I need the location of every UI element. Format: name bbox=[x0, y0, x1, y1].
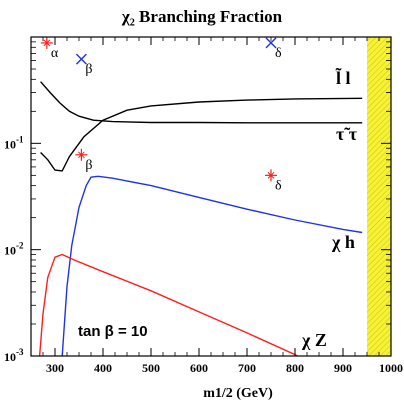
series-line-2 bbox=[61, 175, 363, 356]
x-tick-label-1: 400 bbox=[94, 361, 112, 375]
marker-star-d2 bbox=[78, 151, 85, 159]
plot-area: α β δ β δ l̃ l τ̃ τ χ h χ Z 300 400 500 600 700 800 900… bbox=[4, 36, 403, 375]
series-label-2: χ h bbox=[331, 232, 355, 252]
marker-4 bbox=[265, 169, 277, 182]
series-label-3: χ Z bbox=[301, 330, 327, 350]
excluded-region-band bbox=[367, 37, 391, 356]
marker-label-3: β bbox=[85, 158, 92, 173]
x-tick-label-5: 800 bbox=[286, 361, 304, 375]
x-axis-label: m1/2 (GeV) bbox=[203, 386, 273, 401]
series-label-0: l̃ l bbox=[336, 67, 351, 88]
x-tick-label-2: 500 bbox=[142, 361, 160, 375]
series-line-3 bbox=[38, 253, 298, 356]
marker-star-d2 bbox=[267, 171, 275, 179]
x-tick-label-4: 700 bbox=[238, 361, 256, 375]
x-tick-label-0: 300 bbox=[46, 361, 64, 375]
series-line-1 bbox=[40, 97, 363, 172]
marker-3 bbox=[75, 148, 88, 161]
y-tick-label-0: 10-1 bbox=[4, 134, 24, 151]
chart-title: χ₂ Branching Fraction bbox=[121, 7, 283, 26]
marker-1 bbox=[75, 53, 87, 65]
y-tick-label-2: 10-3 bbox=[4, 347, 24, 364]
marker-star-d2 bbox=[43, 39, 51, 47]
marker-0 bbox=[40, 36, 53, 49]
x-tick-label-7: 1000 bbox=[379, 361, 403, 375]
marker-label-4: δ bbox=[275, 178, 282, 193]
marker-label-1: β bbox=[85, 62, 92, 77]
marker-2 bbox=[265, 37, 277, 49]
x-tick-label-3: 600 bbox=[190, 361, 208, 375]
series-label-1: τ̃ τ bbox=[336, 124, 358, 144]
x-tick-label-6: 900 bbox=[334, 361, 352, 375]
marker-x-d2 bbox=[75, 53, 87, 65]
tan-beta-annotation: tan β = 10 bbox=[78, 323, 148, 340]
marker-x-d2 bbox=[265, 37, 277, 49]
marker-label-2: δ bbox=[275, 46, 282, 61]
y-tick-label-1: 10-2 bbox=[4, 241, 24, 258]
marker-label-0: α bbox=[51, 46, 59, 61]
